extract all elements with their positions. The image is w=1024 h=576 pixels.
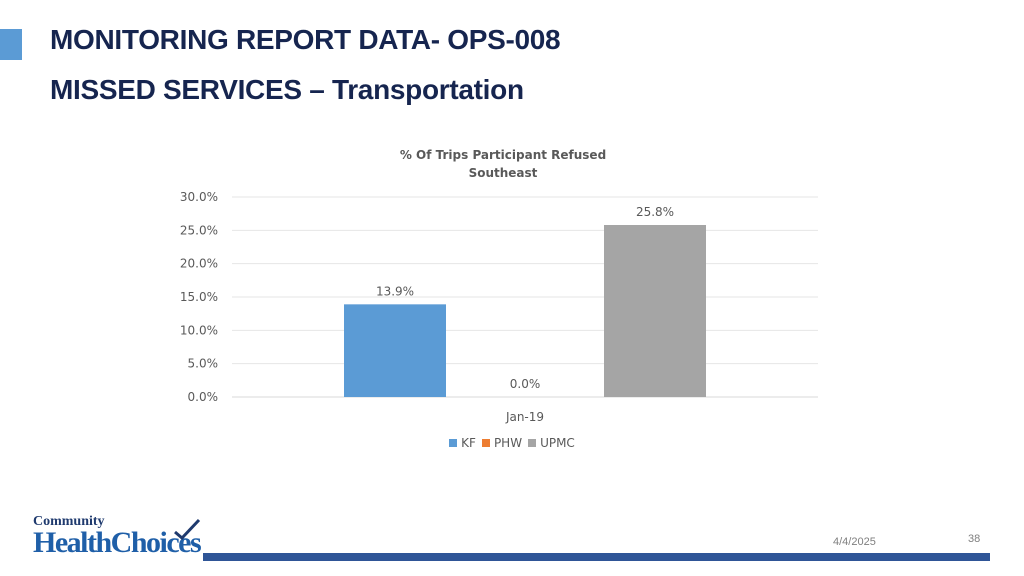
y-tick-label: 25.0% (180, 223, 218, 237)
legend-label: KF (461, 436, 476, 450)
legend-swatch (528, 439, 537, 447)
legend-swatch (449, 439, 458, 447)
y-tick-label: 20.0% (180, 257, 218, 271)
y-tick-label: 10.0% (180, 323, 218, 337)
chart-data-labels: 13.9% 0.0% 25.8% (376, 205, 674, 391)
checkmark-icon (174, 518, 201, 540)
bar-upmc (604, 225, 706, 397)
legend-item-phw: PHW (481, 436, 523, 450)
legend-label: PHW (493, 436, 523, 450)
y-tick-label: 30.0% (180, 190, 218, 204)
slide-title-line-2: MISSED SERVICES – Transportation (50, 74, 524, 105)
footer-bar (203, 553, 990, 561)
title-accent-square (0, 29, 22, 60)
slide-date: 4/4/2025 (833, 536, 876, 548)
logo-text-community: Community (33, 514, 105, 529)
data-label-upmc: 25.8% (636, 205, 674, 219)
legend-swatch (481, 439, 490, 447)
slide-title-line-1: MONITORING REPORT DATA- OPS-008 (50, 24, 561, 55)
chart-title: % Of Trips Participant Refused (400, 148, 606, 162)
y-tick-label: 15.0% (180, 290, 218, 304)
legend-label: UPMC (540, 436, 575, 450)
chart-subtitle: Southeast (469, 166, 538, 180)
x-axis-ticks: Jan-19 (505, 410, 544, 424)
y-tick-label: 0.0% (188, 390, 219, 404)
y-tick-label: 5.0% (188, 357, 219, 371)
x-tick-label: Jan-19 (505, 410, 544, 424)
y-axis-ticks: 0.0% 5.0% 10.0% 15.0% 20.0% 25.0% 30.0% (180, 190, 218, 404)
data-label-phw: 0.0% (510, 377, 541, 391)
data-label-kf: 13.9% (376, 284, 414, 298)
bar-kf (344, 304, 446, 397)
legend-item-upmc: UPMC (528, 436, 575, 450)
community-healthchoices-logo: Community HealthChoices (33, 514, 202, 564)
chart-gridlines (232, 196, 818, 398)
chart-legend: KF PHW UPMC (0, 436, 1024, 450)
chart-bars (344, 225, 706, 397)
page-number: 38 (968, 533, 981, 545)
legend-item-kf: KF (449, 436, 476, 450)
logo-text-healthchoices: HealthChoices (33, 526, 202, 559)
